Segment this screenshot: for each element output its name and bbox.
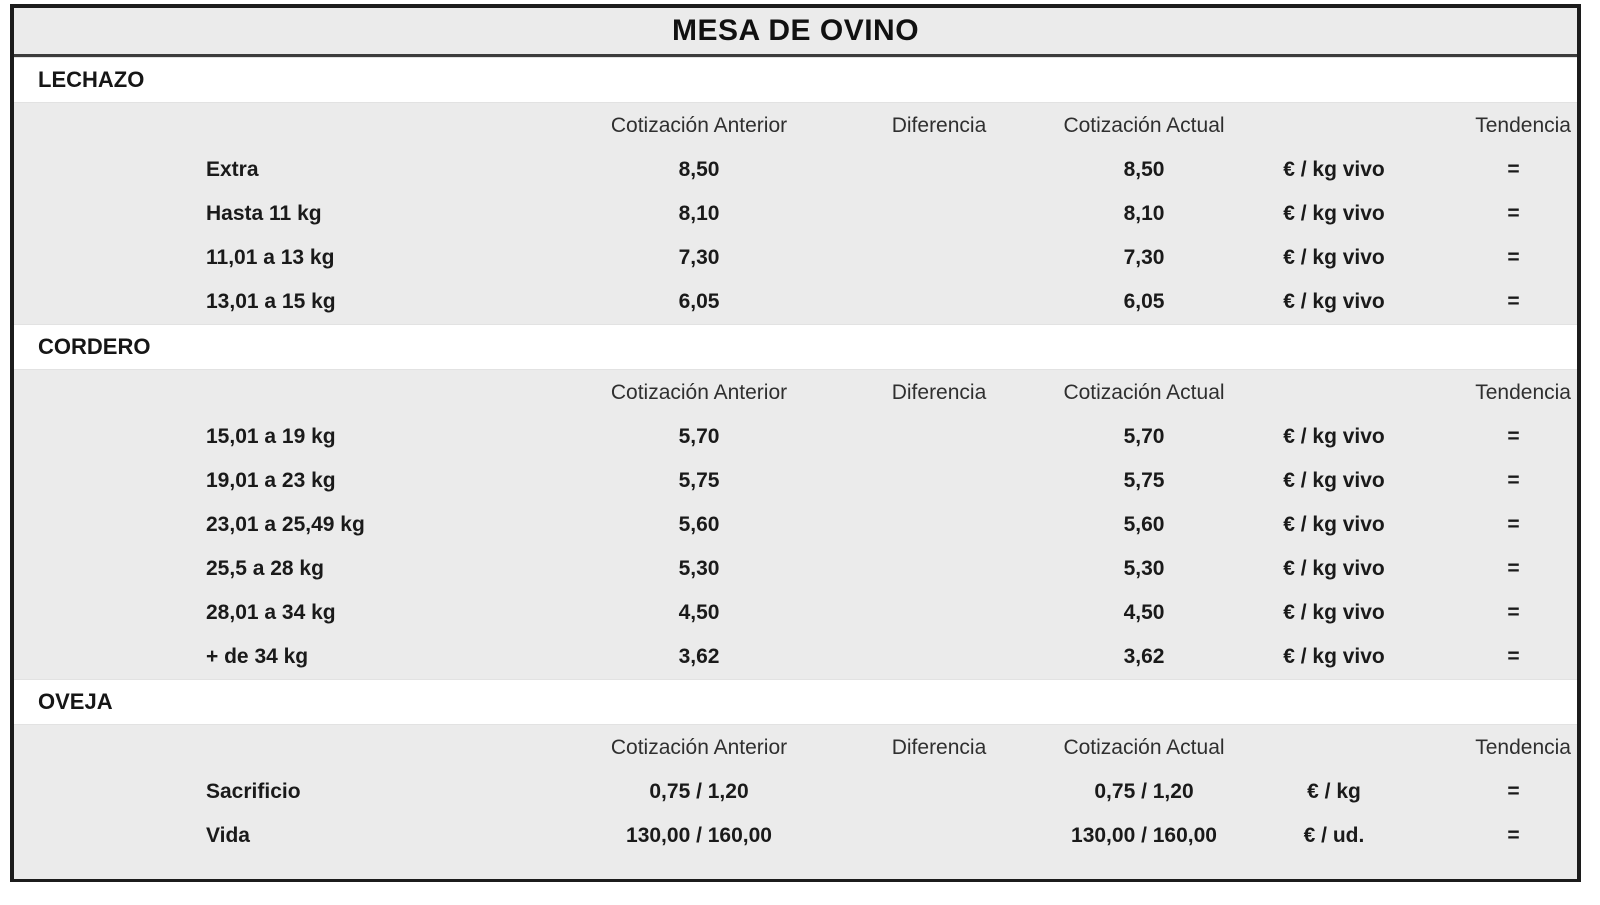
column-header-diferencia: Diferencia <box>891 380 987 404</box>
column-header-row: Cotización Anterior Diferencia Cotizació… <box>14 725 1577 770</box>
tendencia-value: = <box>1507 158 1520 181</box>
column-header-cotizacion-anterior: Cotización Anterior <box>610 735 788 759</box>
section-name: OVEJA <box>38 689 113 714</box>
column-header-diferencia: Diferencia <box>891 113 987 137</box>
row-label: 23,01 a 25,49 kg <box>206 513 365 536</box>
table-row: Sacrificio 0,75 / 1,20 0,75 / 1,20 € / k… <box>14 770 1577 814</box>
cotizacion-actual-value: 4,50 <box>1123 601 1165 624</box>
cotizacion-anterior-value: 5,70 <box>678 425 720 448</box>
cotizacion-anterior-value: 5,75 <box>678 469 720 492</box>
row-label: Sacrificio <box>206 780 301 803</box>
tendencia-value: = <box>1507 425 1520 448</box>
unit-label: € / kg vivo <box>1283 158 1385 181</box>
cotizacion-anterior-value: 0,75 / 1,20 <box>649 780 749 803</box>
row-label: 19,01 a 23 kg <box>206 469 336 492</box>
table-title-row: MESA DE OVINO <box>14 8 1577 57</box>
tendencia-value: = <box>1507 645 1520 668</box>
unit-label: € / kg vivo <box>1283 202 1385 225</box>
column-header-cotizacion-actual: Cotización Actual <box>1063 735 1225 759</box>
table-row: 25,5 a 28 kg 5,30 5,30 € / kg vivo = <box>14 547 1577 591</box>
ovino-price-table: MESA DE OVINO LECHAZO Cotización Anterio… <box>10 4 1581 882</box>
tendencia-value: = <box>1507 290 1520 313</box>
column-header-diferencia: Diferencia <box>891 735 987 759</box>
cotizacion-actual-value: 7,30 <box>1123 246 1165 269</box>
cotizacion-actual-value: 5,75 <box>1123 469 1165 492</box>
column-header-cotizacion-actual: Cotización Actual <box>1063 113 1225 137</box>
tendencia-value: = <box>1507 469 1520 492</box>
table-body: LECHAZO Cotización Anterior Diferencia C… <box>14 57 1577 858</box>
cotizacion-anterior-value: 8,50 <box>678 158 720 181</box>
unit-label: € / kg vivo <box>1283 645 1385 668</box>
column-header-cotizacion-actual: Cotización Actual <box>1063 380 1225 404</box>
unit-label: € / kg vivo <box>1283 290 1385 313</box>
column-header-tendencia: Tendencia <box>1475 113 1571 137</box>
column-header-row: Cotización Anterior Diferencia Cotizació… <box>14 103 1577 148</box>
cotizacion-anterior-value: 6,05 <box>678 290 720 313</box>
column-header-cotizacion-anterior: Cotización Anterior <box>610 113 788 137</box>
row-label: 25,5 a 28 kg <box>206 557 324 580</box>
row-label: 15,01 a 19 kg <box>206 425 336 448</box>
unit-label: € / kg <box>1307 780 1361 803</box>
cotizacion-actual-value: 5,30 <box>1123 557 1165 580</box>
table-row: 28,01 a 34 kg 4,50 4,50 € / kg vivo = <box>14 591 1577 635</box>
table-row: Hasta 11 kg 8,10 8,10 € / kg vivo = <box>14 192 1577 236</box>
table-row: 11,01 a 13 kg 7,30 7,30 € / kg vivo = <box>14 236 1577 280</box>
column-header-row: Cotización Anterior Diferencia Cotizació… <box>14 370 1577 415</box>
unit-label: € / kg vivo <box>1283 246 1385 269</box>
unit-label: € / ud. <box>1303 824 1365 847</box>
table-bottom-padding <box>14 858 1577 879</box>
table-row: 19,01 a 23 kg 5,75 5,75 € / kg vivo = <box>14 459 1577 503</box>
table-row: Extra 8,50 8,50 € / kg vivo = <box>14 148 1577 192</box>
table-row: 15,01 a 19 kg 5,70 5,70 € / kg vivo = <box>14 415 1577 459</box>
tendencia-value: = <box>1507 202 1520 225</box>
cotizacion-anterior-value: 5,30 <box>678 557 720 580</box>
cotizacion-actual-value: 3,62 <box>1123 645 1165 668</box>
tendencia-value: = <box>1507 557 1520 580</box>
section-name: CORDERO <box>38 334 151 359</box>
tendencia-value: = <box>1507 601 1520 624</box>
row-label: Extra <box>206 158 259 181</box>
tendencia-value: = <box>1507 824 1520 847</box>
cotizacion-actual-value: 130,00 / 160,00 <box>1071 824 1217 847</box>
row-label: Hasta 11 kg <box>206 202 322 225</box>
unit-label: € / kg vivo <box>1283 469 1385 492</box>
row-label: 13,01 a 15 kg <box>206 290 336 313</box>
cotizacion-anterior-value: 8,10 <box>678 202 720 225</box>
cotizacion-anterior-value: 3,62 <box>678 645 720 668</box>
cotizacion-anterior-value: 4,50 <box>678 601 720 624</box>
cotizacion-actual-value: 6,05 <box>1123 290 1165 313</box>
cotizacion-anterior-value: 7,30 <box>678 246 720 269</box>
cotizacion-actual-value: 8,50 <box>1123 158 1165 181</box>
tendencia-value: = <box>1507 513 1520 536</box>
column-header-tendencia: Tendencia <box>1475 380 1571 404</box>
section-header-row: CORDERO <box>14 324 1577 370</box>
section-name: LECHAZO <box>38 67 145 92</box>
cotizacion-actual-value: 8,10 <box>1123 202 1165 225</box>
section-header-row: LECHAZO <box>14 57 1577 103</box>
section-header-row: OVEJA <box>14 679 1577 725</box>
table-row: 23,01 a 25,49 kg 5,60 5,60 € / kg vivo = <box>14 503 1577 547</box>
column-header-cotizacion-anterior: Cotización Anterior <box>610 380 788 404</box>
cotizacion-anterior-value: 5,60 <box>678 513 720 536</box>
row-label: + de 34 kg <box>206 645 309 668</box>
cotizacion-anterior-value: 130,00 / 160,00 <box>626 824 772 847</box>
row-label: Vida <box>206 824 250 847</box>
table-row: Vida 130,00 / 160,00 130,00 / 160,00 € /… <box>14 814 1577 858</box>
table-row: + de 34 kg 3,62 3,62 € / kg vivo = <box>14 635 1577 679</box>
unit-label: € / kg vivo <box>1283 513 1385 536</box>
unit-label: € / kg vivo <box>1283 425 1385 448</box>
cotizacion-actual-value: 5,70 <box>1123 425 1165 448</box>
row-label: 28,01 a 34 kg <box>206 601 336 624</box>
cotizacion-actual-value: 0,75 / 1,20 <box>1094 780 1194 803</box>
row-label: 11,01 a 13 kg <box>206 246 335 269</box>
tendencia-value: = <box>1507 780 1520 803</box>
unit-label: € / kg vivo <box>1283 557 1385 580</box>
column-header-tendencia: Tendencia <box>1475 735 1571 759</box>
table-row: 13,01 a 15 kg 6,05 6,05 € / kg vivo = <box>14 280 1577 324</box>
unit-label: € / kg vivo <box>1283 601 1385 624</box>
page-title: MESA DE OVINO <box>671 14 920 47</box>
cotizacion-actual-value: 5,60 <box>1123 513 1165 536</box>
tendencia-value: = <box>1507 246 1520 269</box>
